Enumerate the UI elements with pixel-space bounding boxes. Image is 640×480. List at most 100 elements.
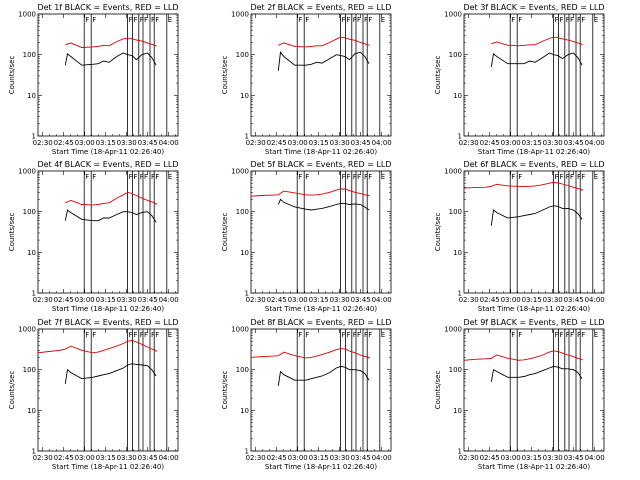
chart-title: Det 4f BLACK = Events, RED = LLD (37, 160, 178, 169)
x-tick-label: 03:00 (501, 296, 521, 304)
interval-marker-label: F (134, 16, 138, 24)
y-tick-label: 100 (236, 366, 249, 374)
y-tick-label: 1000 (231, 168, 249, 176)
interval-marker-label: F (581, 173, 585, 181)
x-tick-label: 04:00 (585, 296, 605, 304)
x-tick-label: 03:45 (138, 296, 158, 304)
interval-marker-label: F (357, 331, 361, 339)
series-events-line (64, 209, 157, 223)
interval-marker-label: F (298, 173, 302, 181)
y-tick-label: 100 (23, 366, 36, 374)
interval-marker-label: F (155, 16, 159, 24)
interval-marker-label: F (368, 173, 372, 181)
interval-marker-label: F (134, 173, 138, 181)
interval-marker-label: F (511, 331, 515, 339)
x-tick-label: 02:45 (54, 139, 74, 147)
plot-frame (37, 328, 179, 452)
series-events-line (277, 365, 370, 386)
series-events-line (277, 198, 370, 211)
chart-panel: Det 3f BLACK = Events, RED = LLD 1 10 100 10… (434, 3, 605, 156)
y-tick-label: 1000 (18, 11, 36, 19)
x-tick-label: 03:00 (501, 139, 521, 147)
y-tick-label: 1000 (231, 326, 249, 334)
interval-marker-label: F (85, 331, 89, 339)
x-tick-label: 03:00 (75, 296, 95, 304)
interval-marker-label: F (342, 173, 346, 181)
x-tick-label: 04:00 (159, 139, 179, 147)
y-tick-label: 1000 (18, 168, 36, 176)
interval-marker-label: F (566, 331, 570, 339)
interval-marker-label: F (577, 173, 581, 181)
interval-marker-label: F (560, 16, 564, 24)
x-tick-label: 03:45 (564, 139, 584, 147)
x-tick-label: 03:00 (75, 139, 95, 147)
y-tick-label: 100 (23, 208, 36, 216)
x-tick-label: 03:00 (75, 454, 95, 462)
series-lld-line (65, 191, 157, 206)
y-tick-label: 100 (449, 366, 462, 374)
x-axis-label: Start Time (18-Apr-11 02:26:40) (478, 148, 590, 156)
plot-frame (250, 13, 392, 137)
interval-marker-label: E (168, 173, 172, 181)
x-tick-label: 04:00 (159, 454, 179, 462)
y-axis-label: Counts/sec (434, 56, 442, 95)
x-tick-label: 03:15 (309, 296, 329, 304)
x-tick-label: 02:30 (246, 139, 266, 147)
interval-marker-label: F (305, 173, 309, 181)
interval-marker-label: F (560, 173, 564, 181)
series-events-line (64, 52, 157, 66)
chart-title: Det 2f BLACK = Events, RED = LLD (250, 3, 391, 12)
y-tick-label: 100 (236, 51, 249, 59)
x-tick-label: 02:45 (267, 454, 287, 462)
y-tick-label: 1 (245, 448, 249, 456)
interval-marker-label: E (594, 16, 598, 24)
interval-marker-label: F (357, 173, 361, 181)
x-axis-label: Start Time (18-Apr-11 02:26:40) (478, 463, 590, 471)
x-tick-label: 03:45 (564, 454, 584, 462)
x-axis-label: Start Time (18-Apr-11 02:26:40) (52, 463, 164, 471)
x-tick-label: 04:00 (585, 454, 605, 462)
interval-marker-label: F (353, 331, 357, 339)
series-lld-line (37, 340, 157, 354)
y-tick-label: 1 (245, 133, 249, 141)
interval-marker-label: F (129, 331, 133, 339)
chart-title: Det 5f BLACK = Events, RED = LLD (250, 160, 391, 169)
x-axis-label: Start Time (18-Apr-11 02:26:40) (265, 148, 377, 156)
y-tick-label: 10 (240, 92, 249, 100)
interval-marker-label: F (353, 16, 357, 24)
y-tick-label: 1 (458, 290, 462, 298)
x-tick-label: 02:30 (459, 139, 479, 147)
x-tick-label: 03:15 (309, 454, 329, 462)
x-tick-label: 03:30 (330, 296, 350, 304)
y-axis-label: Counts/sec (221, 371, 229, 410)
x-tick-label: 02:45 (480, 296, 500, 304)
x-tick-label: 02:45 (480, 454, 500, 462)
interval-marker-label: F (518, 173, 522, 181)
interval-marker-label: F (566, 173, 570, 181)
interval-marker-label: F (570, 331, 574, 339)
x-tick-label: 03:30 (117, 139, 137, 147)
interval-marker-label: F (92, 16, 96, 24)
x-tick-label: 04:00 (372, 296, 392, 304)
x-axis-label: Start Time (18-Apr-11 02:26:40) (52, 148, 164, 156)
interval-marker-label: F (144, 331, 148, 339)
interval-marker-label: F (144, 173, 148, 181)
x-axis-label: Start Time (18-Apr-11 02:26:40) (478, 305, 590, 313)
y-axis-label: Counts/sec (8, 371, 16, 410)
interval-marker-label: E (168, 16, 172, 24)
interval-marker-label: F (151, 16, 155, 24)
y-tick-label: 10 (240, 407, 249, 415)
interval-marker-label: F (144, 16, 148, 24)
interval-marker-label: F (577, 16, 581, 24)
x-tick-label: 03:15 (522, 139, 542, 147)
series-events-line (490, 52, 583, 67)
interval-marker-label: F (129, 173, 133, 181)
interval-marker-label: F (566, 16, 570, 24)
interval-marker-label: F (347, 16, 351, 24)
interval-marker-label: F (151, 331, 155, 339)
interval-marker-label: F (92, 331, 96, 339)
y-tick-label: 1000 (18, 326, 36, 334)
chart-title: Det 6f BLACK = Events, RED = LLD (463, 160, 604, 169)
interval-marker-label: F (555, 173, 559, 181)
interval-marker-label: F (92, 173, 96, 181)
